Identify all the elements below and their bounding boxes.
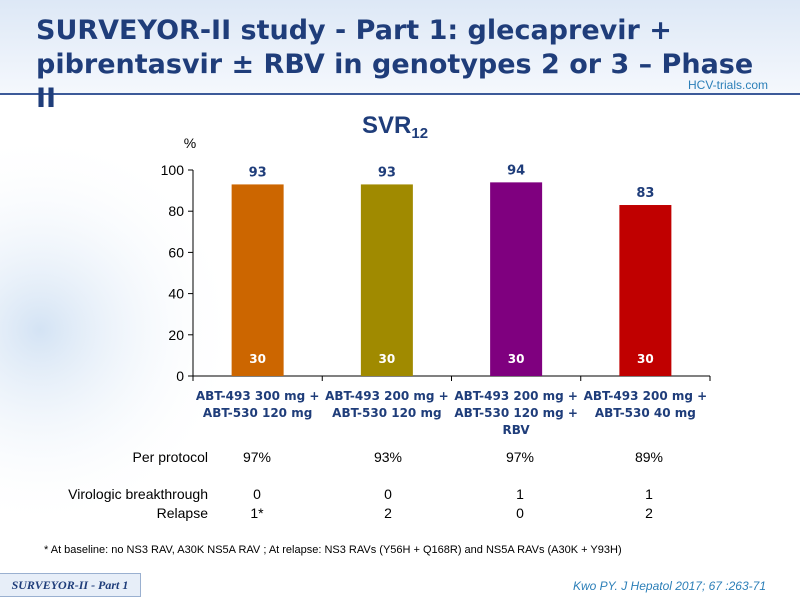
x-category-label: ABT-530 120 mg	[203, 406, 312, 420]
y-tick-label: 60	[168, 244, 184, 260]
table-cell: 1	[645, 486, 653, 502]
footnote: * At baseline: no NS3 RAV, A30K NS5A RAV…	[44, 544, 622, 556]
y-tick-label: 80	[168, 203, 184, 219]
bar	[231, 184, 284, 376]
x-category-label: ABT-493 200 mg +	[325, 389, 449, 403]
table-cell: 93%	[373, 449, 403, 465]
bar	[360, 184, 413, 376]
table-cell: 0	[384, 486, 392, 502]
table-row-label: Relapse	[156, 505, 208, 521]
x-category-label: ABT-493 200 mg +	[584, 389, 708, 403]
table-cell: 97%	[505, 449, 535, 465]
table-cell: 1	[516, 486, 524, 502]
bar-n-label: 30	[637, 352, 654, 366]
table-cell: 1*	[250, 505, 264, 521]
citation: Kwo PY. J Hepatol 2017; 67 :263-71	[572, 579, 766, 593]
bar-n-label: 30	[249, 352, 266, 366]
y-tick-label: 40	[168, 286, 184, 302]
x-category-label: ABT-493 300 mg +	[196, 389, 320, 403]
table-cell: 89%	[634, 449, 664, 465]
logo-text: HCV-trials.com	[688, 78, 769, 92]
bar	[490, 182, 543, 376]
bar-n-label: 30	[508, 352, 525, 366]
hcv-trials-logo: HCV-trials.com	[688, 78, 768, 92]
table-row-label: Virologic breakthrough	[68, 486, 208, 502]
study-tag: SURVEYOR-II - Part 1	[0, 573, 141, 597]
bar	[619, 205, 672, 376]
bar-value-label: 83	[636, 186, 654, 201]
x-category-label: ABT-530 120 mg +	[454, 406, 578, 420]
x-category-label: ABT-530 40 mg	[595, 406, 696, 420]
chart-title-subscript: 12	[411, 125, 429, 142]
chart-title: SVR12	[362, 112, 428, 142]
slide-title: SURVEYOR-II study - Part 1: glecaprevir …	[36, 15, 754, 114]
table-cell: 2	[384, 505, 392, 521]
table-cell: 97%	[242, 449, 272, 465]
y-tick-label: 0	[176, 368, 184, 384]
x-category-label: ABT-530 120 mg	[332, 406, 441, 420]
bar-value-label: 94	[507, 163, 525, 178]
bar-value-label: 93	[249, 165, 267, 180]
x-category-label: ABT-493 200 mg +	[454, 389, 578, 403]
table-cell: 0	[516, 505, 524, 521]
table-cell: 2	[645, 505, 653, 521]
y-axis-label: %	[184, 135, 196, 151]
table-cell: 0	[253, 486, 261, 502]
bar-n-label: 30	[379, 352, 396, 366]
table-row-label: Per protocol	[132, 449, 208, 465]
y-tick-label: 20	[168, 327, 184, 343]
x-category-label: RBV	[503, 423, 531, 437]
chart-title-main: SVR	[362, 112, 412, 139]
y-tick-label: 100	[161, 162, 185, 178]
bar-value-label: 93	[378, 165, 396, 180]
